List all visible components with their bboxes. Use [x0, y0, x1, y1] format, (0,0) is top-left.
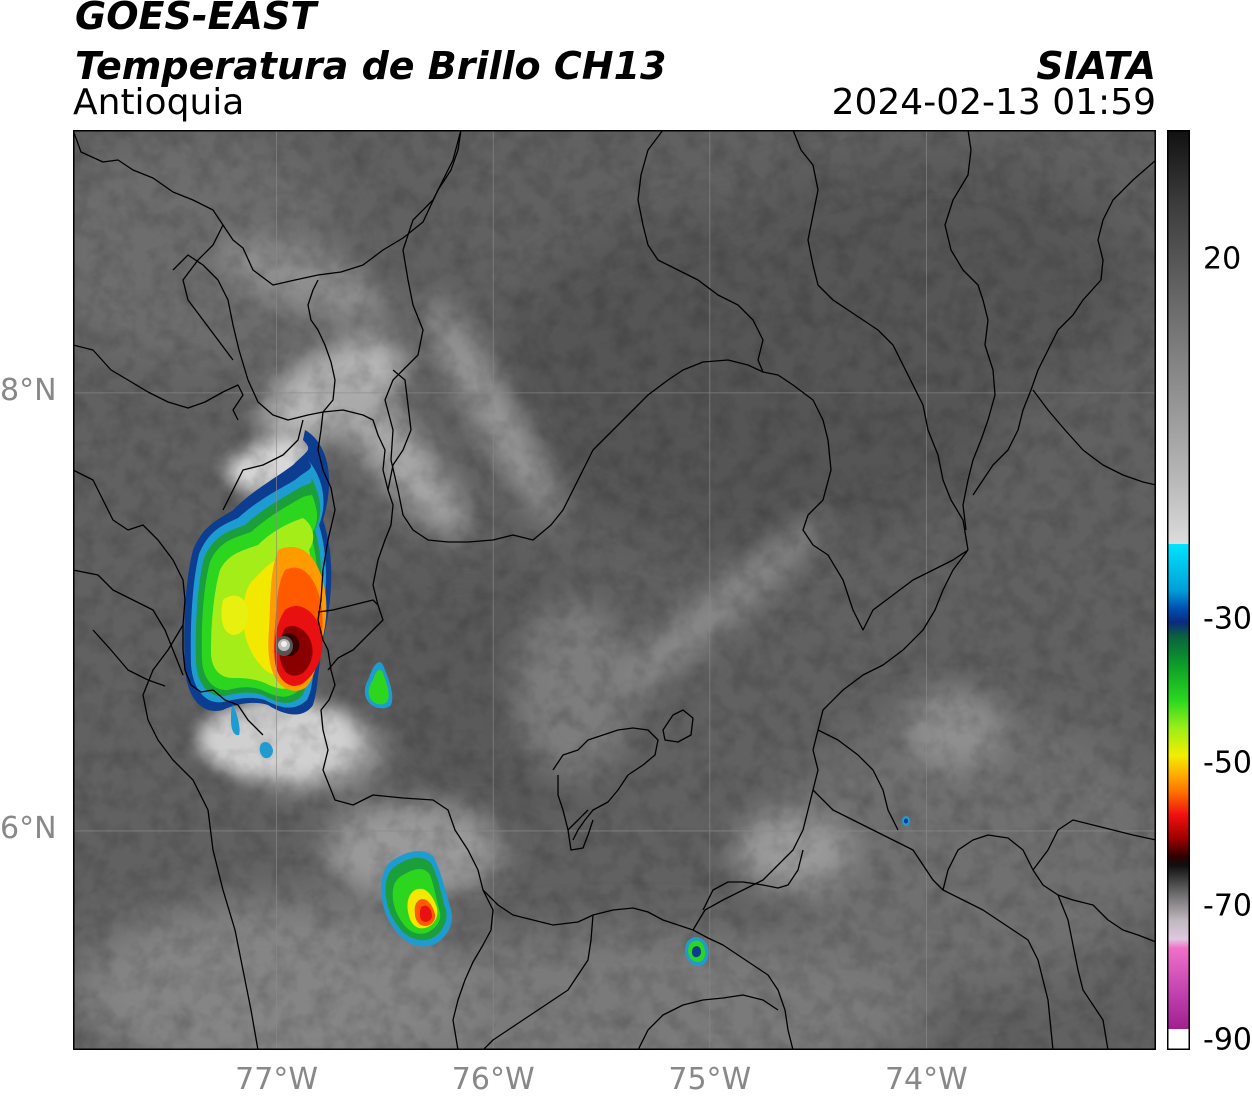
lon-label: 77°W: [235, 1062, 319, 1097]
region-label: Antioquia: [73, 82, 245, 123]
storm-south: [381, 851, 452, 947]
colorbar-tick-label: -50: [1203, 745, 1252, 780]
organization-label: SIATA: [1036, 44, 1156, 88]
datetime-label: 2024-02-13 01:59: [831, 82, 1156, 123]
storm-small-4: [902, 816, 910, 826]
map-frame: [73, 130, 1156, 1050]
map-imagery: [73, 130, 1156, 1050]
lat-label: 6°N: [0, 810, 57, 846]
colorbar-tick-label: -90: [1203, 1022, 1252, 1058]
lon-label: 76°W: [451, 1062, 535, 1097]
lon-label: 74°W: [884, 1062, 968, 1097]
colorbar-tick-label: 20: [1203, 241, 1242, 277]
lon-label: 75°W: [668, 1062, 752, 1097]
political-borders: [73, 130, 1156, 1050]
colorbar: [1167, 130, 1190, 1050]
product-title: Temperatura de Brillo CH13: [75, 44, 667, 88]
satellite-map[interactable]: [73, 130, 1156, 1050]
storm-small-2: [259, 742, 273, 759]
satellite-title: GOES-EAST: [75, 0, 317, 38]
lat-label: 8°N: [0, 372, 57, 408]
storm-small-1: [364, 662, 393, 709]
colorbar-tick-label: -30: [1203, 601, 1252, 637]
storm-main: [184, 430, 332, 736]
colorbar-tick-label: -70: [1203, 888, 1252, 924]
storm-small-3: [685, 936, 709, 966]
